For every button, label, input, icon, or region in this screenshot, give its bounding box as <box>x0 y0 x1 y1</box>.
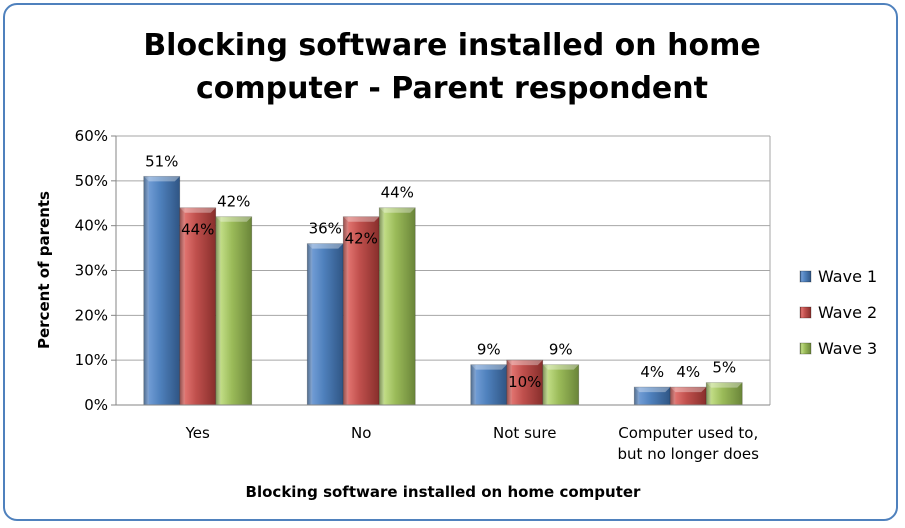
y-tick-label: 20% <box>75 306 108 324</box>
bars <box>143 175 743 406</box>
legend-item: Wave 1 <box>799 267 877 286</box>
bar-wave-2 <box>506 359 544 406</box>
legend-swatch <box>799 342 812 355</box>
bar-wave-1 <box>306 243 344 406</box>
y-axis-ticks: 0% 10% 20% 30% 40% 50% 60% <box>75 127 117 414</box>
x-tick-label: Not sure <box>493 424 556 442</box>
y-tick-label: 40% <box>75 217 108 235</box>
bar-wave-2 <box>179 207 217 406</box>
bar-wave-3 <box>542 364 580 406</box>
chart-title-line-2: computer - Parent respondent <box>196 71 708 106</box>
data-label: 44% <box>381 184 414 202</box>
bar-wave-1 <box>143 175 181 406</box>
bar-wave-2 <box>669 386 707 406</box>
data-label: 42% <box>345 230 378 248</box>
bar-wave-2 <box>342 216 380 406</box>
data-label: 44% <box>181 221 214 239</box>
bar-wave-3 <box>378 207 416 406</box>
data-labels: 51%44%42%36%42%44%9%10%9%4% 4% 5% <box>145 152 736 391</box>
legend-label: Wave 2 <box>818 303 877 322</box>
x-tick-label: Yes <box>185 424 210 442</box>
legend-label: Wave 3 <box>818 339 877 358</box>
x-axis-ticks: Yes No Not sure Computer used to, but no lon… <box>116 404 770 463</box>
bar-wave-1 <box>633 386 671 406</box>
x-axis-title: Blocking software installed on home comp… <box>246 483 641 501</box>
data-label: 4% <box>676 363 700 381</box>
legend-item: Wave 3 <box>799 339 877 358</box>
bar-wave-3 <box>705 382 743 406</box>
chart-title-line-1: Blocking software installed on home <box>143 28 760 63</box>
legend-swatch <box>799 270 812 283</box>
y-tick-label: 60% <box>75 127 108 145</box>
y-tick-label: 50% <box>75 172 108 190</box>
legend-item: Wave 2 <box>799 303 877 322</box>
data-label: 10% <box>508 373 541 391</box>
data-label: 9% <box>549 341 573 359</box>
y-tick-label: 10% <box>75 351 108 369</box>
legend-swatch <box>799 306 812 319</box>
x-tick-label: Computer used to, <box>618 424 758 442</box>
data-label: 42% <box>217 193 250 211</box>
data-label: 4% <box>640 363 664 381</box>
chart-title: Blocking software installed on home comp… <box>143 28 760 106</box>
y-axis-title: Percent of parents <box>35 191 53 349</box>
y-tick-label: 30% <box>75 262 108 280</box>
bar-wave-1 <box>470 364 508 406</box>
data-label: 5% <box>712 359 736 377</box>
x-tick-label: but no longer does <box>618 445 760 463</box>
y-tick-label: 0% <box>84 396 108 414</box>
bar-wave-3 <box>215 216 253 406</box>
data-label: 36% <box>309 220 342 238</box>
data-label: 9% <box>477 341 501 359</box>
legend-label: Wave 1 <box>818 267 877 286</box>
x-tick-label: No <box>351 424 371 442</box>
data-label: 51% <box>145 152 178 170</box>
legend: Wave 1 Wave 2 Wave 3 <box>799 267 877 358</box>
